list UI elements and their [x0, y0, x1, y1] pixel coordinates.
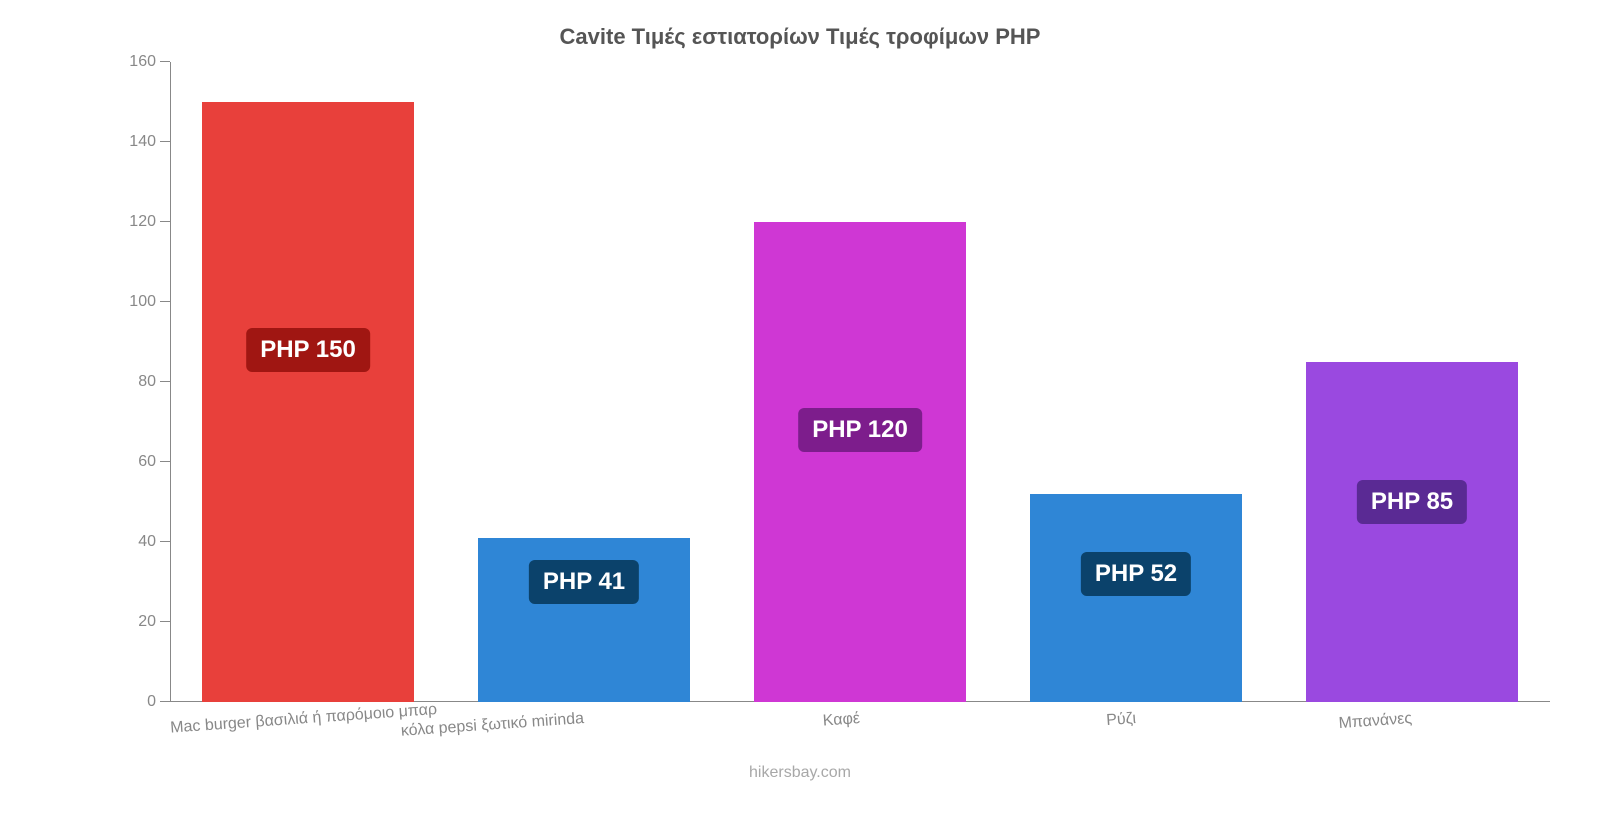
chart-title: Cavite Τιμές εστιατορίων Τιμές τροφίμων …	[0, 24, 1600, 50]
source-attribution: hikersbay.com	[0, 764, 1600, 782]
y-tick-label: 20	[138, 613, 170, 631]
y-tick-label: 40	[138, 533, 170, 551]
y-tick-label: 100	[129, 293, 170, 311]
y-tick-label: 80	[138, 373, 170, 391]
y-tick-label: 140	[129, 133, 170, 151]
bars-container	[170, 62, 1550, 702]
bar	[754, 222, 967, 702]
y-tick-label: 60	[138, 453, 170, 471]
bar	[202, 102, 415, 702]
value-badge: PHP 52	[1081, 552, 1191, 596]
y-tick-label: 0	[147, 693, 170, 711]
bar	[1030, 494, 1243, 702]
plot-area: 020406080100120140160 Mac burger βασιλιά…	[170, 62, 1550, 702]
bar	[1306, 362, 1519, 702]
y-tick-label: 160	[129, 53, 170, 71]
value-badge: PHP 41	[529, 560, 639, 604]
value-badge: PHP 85	[1357, 480, 1467, 524]
value-badge: PHP 120	[798, 408, 922, 452]
y-tick-label: 120	[129, 213, 170, 231]
value-badge: PHP 150	[246, 328, 370, 372]
